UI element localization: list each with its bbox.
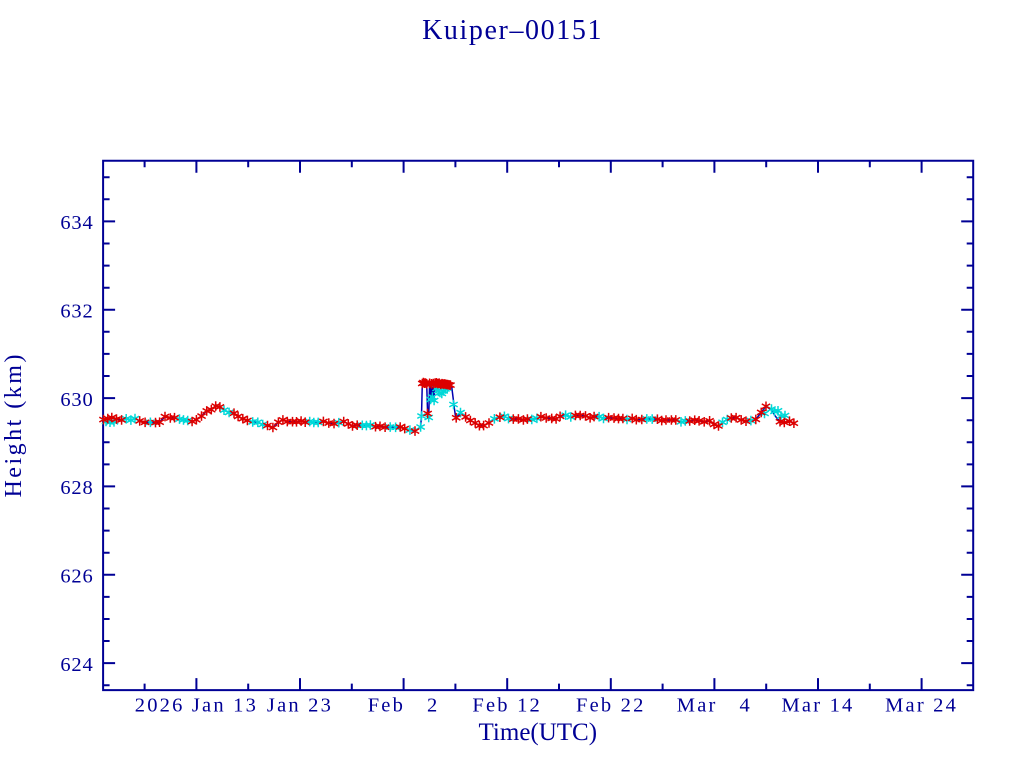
svg-text:634: 634	[60, 212, 93, 234]
svg-text:Feb 22: Feb 22	[576, 695, 646, 717]
svg-text:Height (km): Height (km)	[1, 352, 27, 497]
svg-text:628: 628	[60, 477, 93, 499]
svg-text:Mar 24: Mar 24	[885, 695, 958, 717]
svg-text:626: 626	[60, 566, 93, 588]
svg-text:630: 630	[60, 389, 93, 411]
svg-text:624: 624	[60, 654, 93, 676]
svg-text:632: 632	[60, 301, 93, 323]
svg-text:Jan 23: Jan 23	[267, 695, 333, 717]
svg-text:Time(UTC): Time(UTC)	[479, 719, 598, 746]
svg-text:2026 Jan 13: 2026 Jan 13	[135, 695, 258, 717]
svg-text:Kuiper–00151: Kuiper–00151	[422, 15, 603, 46]
svg-text:Mar 4: Mar 4	[677, 695, 752, 717]
svg-text:Feb 2: Feb 2	[368, 695, 440, 717]
svg-text:Feb 12: Feb 12	[472, 695, 542, 717]
svg-text:Mar 14: Mar 14	[782, 695, 855, 717]
